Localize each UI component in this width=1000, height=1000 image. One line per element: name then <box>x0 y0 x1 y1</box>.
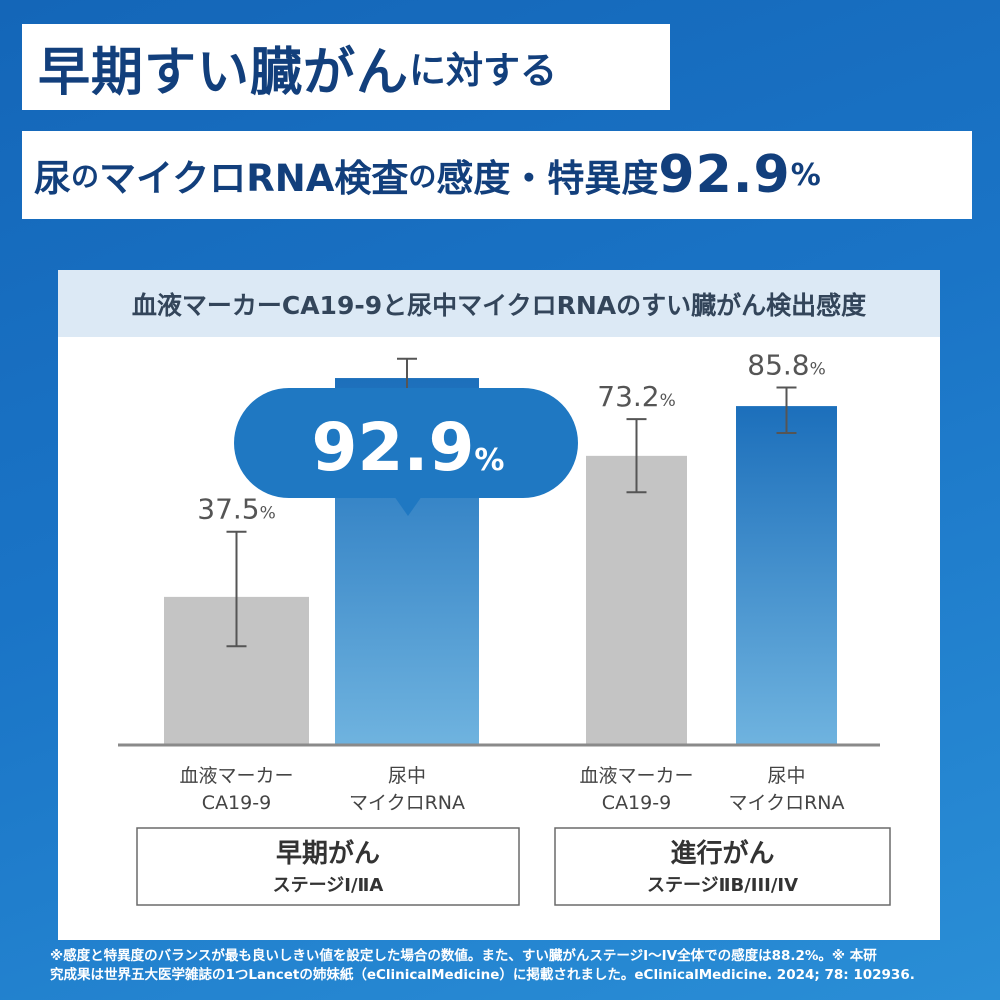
bar <box>736 406 837 745</box>
group-box <box>136 827 520 906</box>
title-number: 92.9 <box>658 145 791 205</box>
group-box <box>554 827 891 906</box>
data-label: 85.8% <box>747 349 826 382</box>
title-part-4: の <box>408 160 437 193</box>
tick-label: 血液マーカー <box>179 765 293 787</box>
group-name: 進行がん <box>670 838 774 869</box>
footnote: ※感度と特異度のバランスが最も良いしきい値を設定した場合の数値。また、すい臓がん… <box>50 947 955 985</box>
footnote-line-2: 究成果は世界五大医学雑誌の1つLancetの姉妹紙（eClinicalMedic… <box>50 967 915 983</box>
title-part-5: 感度・特異度 <box>436 157 659 200</box>
callout-value: 92.9% <box>312 409 505 486</box>
tick-label: マイクロRNA <box>728 792 844 814</box>
group-subtitle: ステージⅡB/III/IV <box>647 875 798 896</box>
callout-pointer <box>394 496 422 516</box>
tick-label: 血液マーカー <box>579 765 693 787</box>
bar-chart: 37.5% 血液マーカー CA19-9 尿中マイクロRNA 73.2% 血液マーカー CA1… <box>118 349 891 906</box>
title-part-3: マイクロRNA検査 <box>99 157 409 200</box>
title-main: 早期すい臓がん <box>38 42 410 103</box>
data-label: 73.2% <box>597 380 676 413</box>
chart-panel: 血液マーカーCA19-9と尿中マイクロRNAのすい臓がん検出感度 37.5% 血液… <box>58 270 940 940</box>
title-part-1: 尿 <box>34 157 71 200</box>
tick-label: マイクロRNA <box>349 792 465 814</box>
title-suffix: に対する <box>409 49 558 92</box>
footnote-line-1: ※感度と特異度のバランスが最も良いしきい値を設定した場合の数値。また、すい臓がん… <box>50 948 877 964</box>
data-label: 37.5% <box>197 493 276 526</box>
group-name: 早期がん <box>276 838 380 869</box>
title-line-2: 尿 の マイクロRNA検査 の 感度・特異度 92.9 % <box>22 131 972 219</box>
bar <box>586 455 687 745</box>
group-subtitle: ステージⅠ/ⅡA <box>273 875 384 896</box>
tick-label: CA19-9 <box>602 792 671 814</box>
title-unit: % <box>790 157 821 193</box>
panel-title: 血液マーカーCA19-9と尿中マイクロRNAのすい臓がん検出感度 <box>58 270 940 337</box>
tick-label: CA19-9 <box>202 792 271 814</box>
tick-label: 尿中 <box>767 765 805 787</box>
title-line-1: 早期すい臓がん に対する <box>22 24 670 110</box>
title-part-2: の <box>71 160 100 193</box>
callout-bubble <box>234 388 578 498</box>
tick-label: 尿中 <box>388 765 426 787</box>
